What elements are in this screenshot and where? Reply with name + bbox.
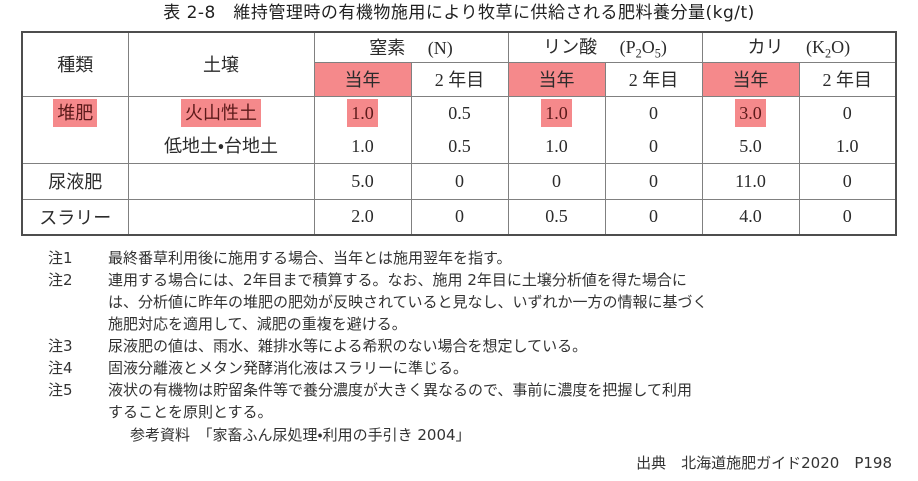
- note-label-4: 注4: [48, 359, 73, 377]
- value-slurry-k-current: 4.0: [701, 198, 800, 236]
- note-label-2: 注2: [48, 271, 73, 289]
- value-urine-n-current: 5.0: [313, 162, 412, 200]
- value-compost-volcanic-p-current: 1.0: [541, 98, 572, 127]
- reference-line: 参考資料 「家畜ふん尿処理・利用の手引き 2004」: [130, 426, 471, 444]
- header-group-phosphate: リン酸 (P2O5): [507, 31, 703, 63]
- note-item: 注3 尿液肥の値は、雨水、雑排水等による希釈のない場合を想定している。: [0, 335, 918, 357]
- table-body: 堆肥 火山性土 低地土・台地土 1.0 1.0: [21, 95, 897, 236]
- note-label-1: 注1: [48, 249, 73, 267]
- value-compost-lowland-n-second: 0.5: [448, 135, 471, 156]
- value-compost-volcanic-k-current: 3.0: [735, 98, 766, 127]
- value-compost-lowland-k-current: 5.0: [739, 135, 762, 156]
- note-text-1: 最終番草利用後に施用する場合、当年とは施用翌年を指す。: [108, 249, 512, 267]
- kind-label-compost: 堆肥: [53, 98, 98, 127]
- value-compost-lowland-k-second: 1.0: [836, 135, 859, 156]
- note-item: 注4 固液分離液とメタン発酵消化液はスラリーに準じる。: [0, 357, 918, 379]
- header-potassium-current-year: 当年: [701, 61, 800, 97]
- header-soil: 土壌: [127, 31, 315, 97]
- cell-compost-p-current: 1.0 1.0: [507, 95, 606, 164]
- note-text-2: 連用する場合には、2年目まで積算する。なお、施用 2年目に土壌分析値を得た場合に…: [108, 271, 708, 333]
- value-urine-n-second: 0: [410, 162, 509, 200]
- header-group-nitrogen: 窒素 (N): [313, 31, 509, 63]
- cell-compost-n-second: 0.5 0.5: [410, 95, 509, 164]
- header-kind: 種類: [21, 31, 129, 97]
- value-compost-volcanic-n-second: 0.5: [448, 102, 471, 123]
- value-compost-volcanic-p-second: 0: [649, 102, 658, 123]
- value-urine-p-second: 0: [604, 162, 703, 200]
- header-phosphate-second-year: 2 年目: [604, 61, 703, 97]
- value-urine-k-current: 11.0: [701, 162, 800, 200]
- value-compost-volcanic-n-current: 1.0: [347, 98, 378, 127]
- value-compost-volcanic-k-second: 0: [842, 102, 852, 123]
- value-urine-p-current: 0: [507, 162, 606, 200]
- header-nitrogen-current-year: 当年: [313, 61, 412, 97]
- row-soil-compost: 火山性土 低地土・台地土: [127, 95, 315, 164]
- note-item: 注5 液状の有機物は貯留条件等で養分濃度が大きく異なるので、事前に濃度を把握して…: [0, 379, 918, 423]
- table-header-group-row: 種類 土壌 窒素 (N) リン酸 (P2O5) カリ (K2O): [21, 31, 897, 97]
- soil-label-lowland: 低地土・台地土: [163, 135, 279, 156]
- table-row: 堆肥 火山性土 低地土・台地土 1.0 1.0: [21, 95, 897, 164]
- table-row: スラリー 2.0 0 0.5 0 4.0 0: [21, 198, 897, 236]
- group-nitrogen-label: 窒素: [369, 38, 406, 59]
- note-label-5: 注5: [48, 381, 73, 399]
- note-label-3: 注3: [48, 337, 73, 355]
- value-slurry-k-second: 0: [798, 198, 897, 236]
- row-kind-slurry: スラリー: [21, 198, 129, 236]
- group-potassium-formula: (K2O): [787, 37, 851, 61]
- note-item: 注2 連用する場合には、2年目まで積算する。なお、施用 2年目に土壌分析値を得た…: [0, 269, 918, 335]
- note-text-4: 固液分離液とメタン発酵消化液はスラリーに準じる。: [108, 359, 469, 377]
- table-row: 尿液肥 5.0 0 0 0 11.0 0: [21, 162, 897, 200]
- fertilizer-table-container: 種類 土壌 窒素 (N) リン酸 (P2O5) カリ (K2O) 当年 2 年目: [21, 31, 898, 237]
- value-slurry-p-current: 0.5: [507, 198, 606, 236]
- group-potassium-label: カリ: [747, 37, 784, 57]
- header-nitrogen-second-year: 2 年目: [410, 61, 509, 97]
- notes-section: 注1 最終番草利用後に施用する場合、当年とは施用翌年を指す。 注2 連用する場合…: [0, 247, 918, 446]
- page-title: 表 2-8 維持管理時の有機物施用により牧草に供給される肥料養分量(kg/t): [163, 3, 755, 23]
- group-phosphate-label: リン酸: [543, 37, 598, 57]
- value-compost-lowland-n-current: 1.0: [351, 135, 374, 156]
- header-potassium-second-year: 2 年目: [798, 61, 897, 97]
- row-soil-slurry: [127, 198, 315, 236]
- row-soil-urine-liquid-manure: [127, 162, 315, 200]
- cell-compost-k-second: 0 1.0: [798, 95, 897, 164]
- value-slurry-p-second: 0: [604, 198, 703, 236]
- note-text-3: 尿液肥の値は、雨水、雑排水等による希釈のない場合を想定している。: [108, 337, 588, 355]
- table-header-sub-row: 当年 2 年目 当年 2 年目 当年 2 年目: [22, 61, 897, 97]
- row-kind-compost: 堆肥: [21, 95, 129, 164]
- source-attribution: 出典 北海道施肥ガイド2020 P198: [636, 454, 892, 472]
- note-item: 注1 最終番草利用後に施用する場合、当年とは施用翌年を指す。: [0, 247, 918, 269]
- group-phosphate-formula: (P2O5): [601, 37, 667, 61]
- group-nitrogen-formula: (N): [409, 38, 453, 59]
- header-group-potassium: カリ (K2O): [701, 31, 897, 63]
- note-text-5: 液状の有機物は貯留条件等で養分濃度が大きく異なるので、事前に濃度を把握して利用 …: [108, 381, 692, 421]
- cell-compost-p-second: 0 0: [604, 95, 703, 164]
- cell-compost-n-current: 1.0 1.0: [313, 95, 412, 164]
- value-compost-lowland-p-second: 0: [649, 135, 658, 156]
- value-slurry-n-second: 0: [410, 198, 509, 236]
- soil-label-volcanic: 火山性土: [181, 98, 261, 127]
- row-kind-urine-liquid-manure: 尿液肥: [21, 162, 129, 200]
- value-slurry-n-current: 2.0: [313, 198, 412, 236]
- header-phosphate-current-year: 当年: [507, 61, 606, 97]
- value-compost-lowland-p-current: 1.0: [545, 135, 568, 156]
- value-urine-k-second: 0: [798, 162, 897, 200]
- fertilizer-nutrient-table: 種類 土壌 窒素 (N) リン酸 (P2O5) カリ (K2O) 当年 2 年目: [21, 31, 898, 237]
- cell-compost-k-current: 3.0 5.0: [701, 95, 800, 164]
